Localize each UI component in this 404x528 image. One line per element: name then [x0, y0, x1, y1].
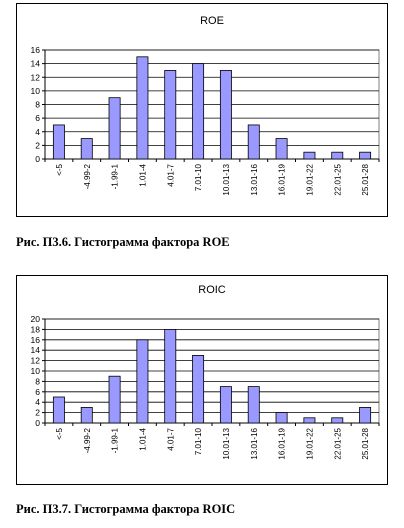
roic-y-tick-label: 12 — [31, 356, 41, 366]
roe-bar — [331, 151, 344, 160]
roe-x-tick-label: -4.99-2 — [83, 163, 92, 189]
roe-y-tick-label: 16 — [31, 45, 41, 55]
roic-y-tick-label: 4 — [35, 397, 40, 407]
roe-x-tick-label: <-5 — [55, 163, 64, 175]
roic-y-tick-label: 14 — [31, 345, 41, 355]
roic-x-tick-label: 1.01-4 — [138, 427, 147, 450]
roe-y-tick-label: 0 — [35, 154, 40, 164]
roic-y-tick-label: 8 — [35, 376, 40, 386]
roic-bar — [275, 412, 288, 424]
roic-bar — [136, 339, 149, 424]
roe-bar — [303, 151, 316, 160]
roe-bar — [52, 124, 65, 160]
roic-x-tick-label: 25.01-28 — [361, 427, 370, 459]
roic-x-tick-label: 19.01-22 — [305, 427, 314, 459]
roe-bar — [275, 138, 288, 160]
roic-y-tick-label: 6 — [35, 387, 40, 397]
roe-chart-title: ROE — [200, 15, 224, 27]
roe-y-tick-label: 2 — [35, 140, 40, 150]
roic-y-tick-label: 0 — [35, 418, 40, 428]
roic-y-tick-label: 10 — [31, 366, 41, 376]
roic-y-tick-label: 16 — [31, 335, 41, 345]
roe-chart-svg: ROE 0 2 4 6 8 10 12 14 16 <-5 -4.99-2 -1.99-1 1.01-4 4… — [31, 15, 380, 196]
roic-x-tick-label: 22.01-25 — [333, 427, 342, 459]
roic-bar — [359, 406, 372, 424]
roic-y-tick-label: 2 — [35, 408, 40, 418]
roe-x-tick-label: 1.01-4 — [138, 163, 147, 186]
roic-bar — [52, 396, 65, 424]
roic-bar — [303, 417, 316, 424]
roic-bar — [164, 329, 177, 424]
roe-y-tick-label: 10 — [31, 86, 41, 96]
roic-x-tick-label: 7.01-10 — [194, 427, 203, 455]
roic-x-tick-label: -4.99-2 — [83, 427, 92, 453]
roe-x-tick-label: 7.01-10 — [194, 163, 203, 191]
roic-bar — [192, 355, 205, 424]
roic-x-tick-label: 10.01-13 — [222, 427, 231, 459]
roic-y-tick-label: 18 — [31, 324, 41, 334]
roic-chart: ROIC 0 2 4 6 8 10 12 14 16 18 20 <-5 -4.99-2 -1.99-1 1.… — [16, 275, 388, 485]
roic-bar — [247, 386, 260, 424]
roic-bar — [331, 417, 344, 424]
roe-bar — [164, 70, 177, 160]
roe-caption: Рис. П3.6. Гистограмма фактора ROE — [16, 235, 230, 249]
roic-x-tick-label: -1.99-1 — [111, 427, 120, 453]
roic-x-tick-label: <-5 — [55, 427, 64, 439]
roe-bar — [219, 70, 232, 160]
roic-x-tick-label: 13.01-16 — [250, 427, 259, 459]
roe-x-tick-label: 19.01-22 — [305, 163, 314, 195]
roe-x-tick-label: 16.01-19 — [278, 163, 287, 195]
roe-bar — [359, 151, 372, 160]
roe-x-tick-label: 22.01-25 — [333, 163, 342, 195]
roe-bar — [136, 56, 149, 160]
roe-x-tick-label: 4.01-7 — [166, 163, 175, 186]
roe-y-tick-label: 8 — [35, 100, 40, 110]
roe-y-tick-label: 12 — [31, 72, 41, 82]
roic-chart-title: ROIC — [198, 284, 226, 296]
roic-bar — [108, 375, 121, 424]
roe-x-tick-label: -1.99-1 — [111, 163, 120, 189]
roic-bar — [80, 406, 93, 424]
roe-x-tick-label: 13.01-16 — [250, 163, 259, 195]
roic-bar — [219, 386, 232, 424]
roe-bar — [192, 63, 205, 160]
roic-x-tick-label: 4.01-7 — [166, 427, 175, 450]
roe-chart: ROE 0 2 4 6 8 10 12 14 16 <-5 -4.99-2 -1.99-1 1.01-4 4… — [16, 3, 388, 217]
roe-y-tick-label: 14 — [31, 59, 41, 69]
roe-y-tick-label: 6 — [35, 113, 40, 123]
roic-x-tick-label: 16.01-19 — [278, 427, 287, 459]
roic-caption: Рис. П3.7. Гистограмма фактора ROIC — [16, 502, 236, 516]
roe-y-tick-label: 4 — [35, 127, 40, 137]
roe-x-tick-label: 10.01-13 — [222, 163, 231, 195]
roe-x-tick-label: 25.01-28 — [361, 163, 370, 195]
roe-bar — [108, 97, 121, 160]
roe-bar — [80, 138, 93, 160]
roe-bar — [247, 124, 260, 160]
roic-y-tick-label: 20 — [31, 314, 41, 324]
